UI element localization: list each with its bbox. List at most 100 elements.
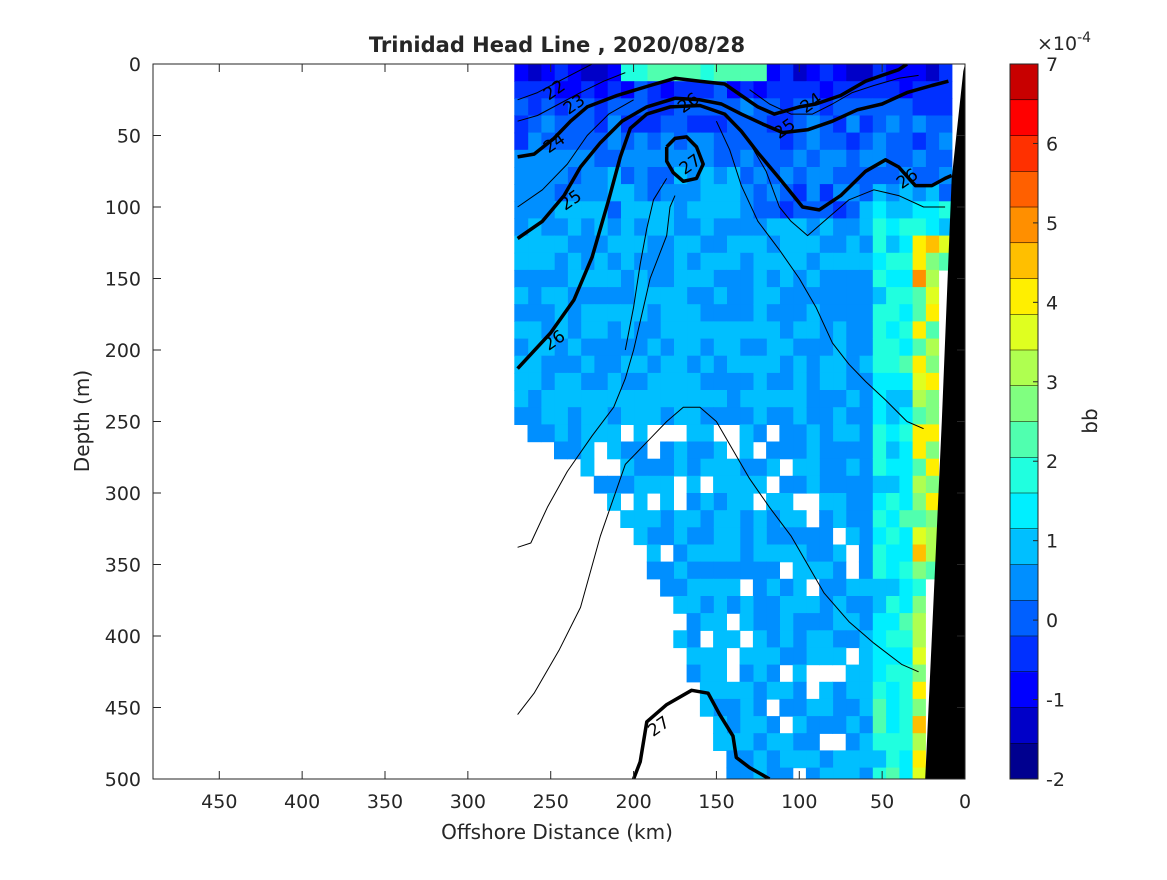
- field-cell: [752, 698, 767, 717]
- field-cell: [660, 407, 674, 425]
- field-cell: [872, 493, 887, 511]
- field-cell: [766, 252, 780, 271]
- field-cell: [819, 132, 834, 151]
- field-cell: [872, 647, 887, 666]
- field-cell: [912, 372, 926, 391]
- field-cell: [912, 184, 926, 202]
- field-cell: [885, 81, 900, 99]
- field-cell: [567, 269, 582, 288]
- field-cell: [912, 647, 926, 666]
- field-cell: [779, 647, 794, 666]
- field-cell: [872, 184, 887, 202]
- field-cell: [845, 716, 860, 734]
- field-cell: [819, 269, 834, 288]
- field-cell: [660, 372, 674, 391]
- field-cell: [646, 510, 661, 528]
- field-cell: [660, 287, 674, 305]
- y-axis-label: Depth (m): [70, 370, 94, 472]
- field-cell: [779, 372, 794, 391]
- colorbar-tick-label: 6: [1046, 133, 1058, 155]
- field-cell: [739, 733, 754, 751]
- field-cell: [540, 424, 555, 443]
- field-cell: [872, 475, 887, 494]
- field-cell: [779, 304, 794, 322]
- field-cell: [779, 287, 794, 305]
- field-cell: [699, 372, 714, 391]
- field-cell: [567, 424, 582, 443]
- y-tick-label: 300: [105, 483, 141, 505]
- field-cell: [752, 475, 767, 494]
- field-cell: [527, 390, 542, 408]
- field-cell: [885, 321, 900, 340]
- contour-line: [517, 64, 908, 159]
- field-cell: [673, 630, 688, 649]
- field-cell: [527, 235, 542, 254]
- field-cell: [633, 390, 648, 408]
- field-cell: [819, 441, 834, 460]
- field-cell: [540, 355, 555, 374]
- field-cell: [514, 304, 529, 322]
- field-cell: [832, 390, 847, 408]
- field-cell: [540, 64, 555, 82]
- field-cell: [660, 458, 674, 477]
- field-cell: [554, 287, 568, 305]
- field-cell: [673, 510, 688, 528]
- field-cell: [554, 235, 568, 254]
- field-cell: [832, 613, 847, 631]
- field-cell: [898, 647, 913, 666]
- field-cell: [699, 235, 714, 254]
- field-cell: [898, 235, 913, 254]
- x-tick-label: 300: [450, 791, 486, 813]
- colorbar-tick-label: 0: [1046, 610, 1058, 632]
- field-cell: [779, 767, 794, 779]
- field-cell: [872, 750, 887, 769]
- field-cell: [805, 287, 820, 305]
- field-cell: [633, 458, 648, 477]
- field-cell: [779, 355, 794, 374]
- field-cell: [779, 441, 794, 460]
- field-cell: [726, 561, 741, 580]
- field-cell: [633, 407, 648, 425]
- field-cell: [885, 475, 900, 494]
- field-cell: [845, 458, 860, 477]
- field-cell: [673, 527, 688, 546]
- field-cell: [898, 630, 913, 649]
- field-cell: [699, 458, 714, 477]
- field-cell: [713, 355, 727, 374]
- field-cell: [739, 424, 754, 443]
- field-cell: [752, 201, 767, 220]
- field-cell: [885, 716, 900, 734]
- field-cell: [885, 304, 900, 322]
- field-cell: [885, 338, 900, 357]
- field-cell: [593, 372, 608, 391]
- field-cell: [726, 407, 741, 425]
- field-cell: [660, 115, 674, 134]
- field-cell: [819, 184, 834, 202]
- field-cell: [898, 527, 913, 546]
- field-cell: [713, 390, 727, 408]
- field-cell: [912, 458, 926, 477]
- field-cell: [713, 115, 727, 134]
- field-cell: [925, 458, 940, 477]
- field-cell: [554, 149, 568, 168]
- field-cell: [832, 544, 847, 563]
- field-cell: [912, 64, 926, 82]
- field-cell: [686, 184, 701, 202]
- x-tick-label: 150: [698, 791, 734, 813]
- field-cell: [845, 510, 860, 528]
- field-cell: [607, 201, 621, 220]
- field-cell: [858, 578, 873, 597]
- field-cell: [925, 98, 940, 117]
- field-cell: [912, 287, 926, 305]
- field-cell: [620, 149, 635, 168]
- field-cell: [726, 493, 741, 511]
- field-cell: [726, 630, 741, 649]
- field-cell: [739, 132, 754, 151]
- field-cell: [567, 184, 582, 202]
- field-cell: [872, 767, 887, 779]
- x-axis: 450 400 350 300 250 200 150 100 50 0: [201, 64, 971, 813]
- field-cell: [699, 510, 714, 528]
- field-cell: [554, 252, 568, 271]
- field-cell: [858, 475, 873, 494]
- field-cell: [699, 115, 714, 134]
